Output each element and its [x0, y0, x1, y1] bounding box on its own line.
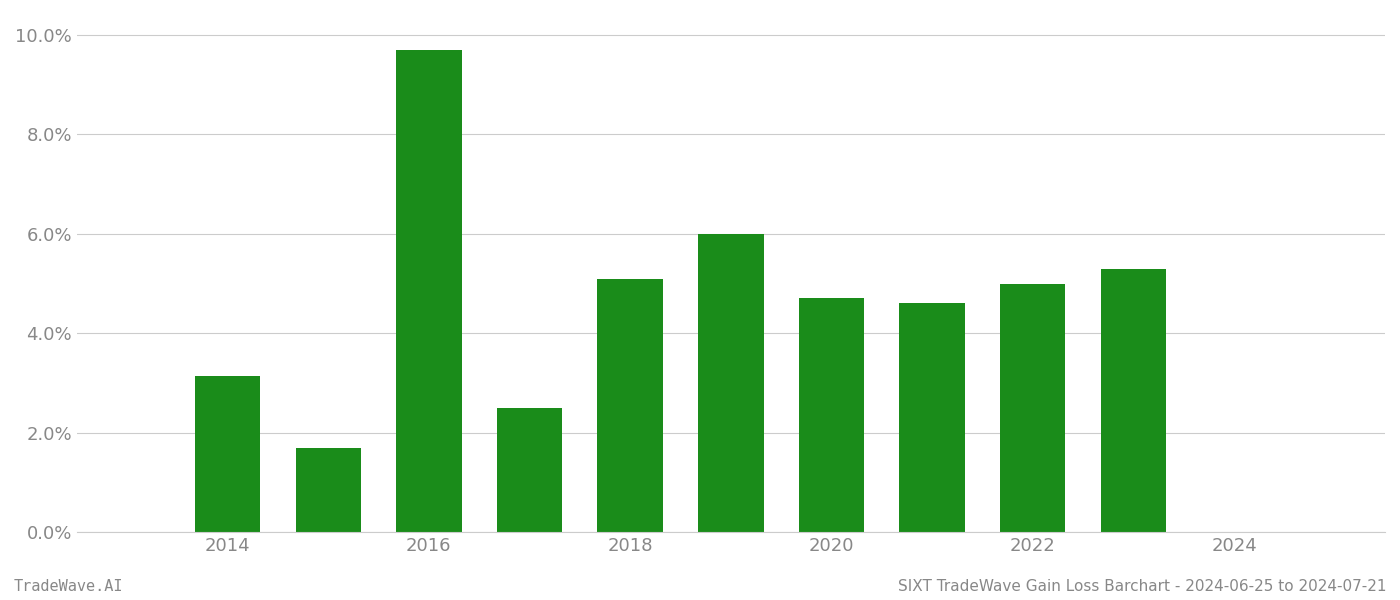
Text: TradeWave.AI: TradeWave.AI	[14, 579, 123, 594]
Bar	[396, 50, 462, 532]
Bar	[799, 298, 864, 532]
Bar	[1100, 269, 1166, 532]
Bar	[195, 376, 260, 532]
Bar	[1000, 284, 1065, 532]
Bar	[699, 234, 763, 532]
Bar	[295, 448, 361, 532]
Bar	[497, 408, 563, 532]
Bar	[899, 304, 965, 532]
Text: SIXT TradeWave Gain Loss Barchart - 2024-06-25 to 2024-07-21: SIXT TradeWave Gain Loss Barchart - 2024…	[897, 579, 1386, 594]
Bar	[598, 278, 662, 532]
